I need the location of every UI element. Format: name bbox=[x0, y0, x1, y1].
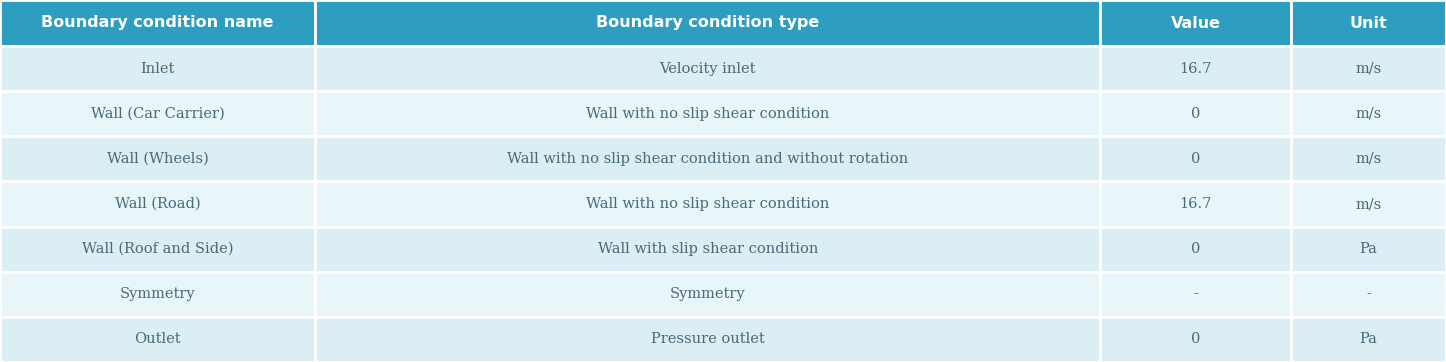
Bar bbox=[1291, 136, 1446, 181]
Text: Wall (Wheels): Wall (Wheels) bbox=[107, 152, 208, 166]
Bar bbox=[315, 317, 1100, 362]
Text: 0: 0 bbox=[1192, 107, 1200, 121]
Bar bbox=[1291, 91, 1446, 136]
Text: m/s: m/s bbox=[1355, 62, 1382, 76]
Text: Wall with no slip shear condition: Wall with no slip shear condition bbox=[586, 197, 830, 211]
Bar bbox=[1100, 317, 1291, 362]
Text: 0: 0 bbox=[1192, 242, 1200, 256]
Text: 0: 0 bbox=[1192, 332, 1200, 346]
Text: 16.7: 16.7 bbox=[1180, 62, 1212, 76]
Bar bbox=[1100, 181, 1291, 227]
Bar bbox=[315, 0, 1100, 46]
Text: Symmetry: Symmetry bbox=[120, 287, 195, 301]
Bar bbox=[1100, 272, 1291, 317]
Text: Wall (Road): Wall (Road) bbox=[114, 197, 201, 211]
Bar bbox=[315, 46, 1100, 91]
Text: Boundary condition name: Boundary condition name bbox=[42, 16, 273, 30]
Text: -: - bbox=[1193, 287, 1199, 301]
Bar bbox=[1291, 272, 1446, 317]
Text: Velocity inlet: Velocity inlet bbox=[659, 62, 756, 76]
Text: Wall with slip shear condition: Wall with slip shear condition bbox=[597, 242, 818, 256]
Bar bbox=[0, 136, 315, 181]
Bar bbox=[1291, 46, 1446, 91]
Bar bbox=[315, 181, 1100, 227]
Text: Wall with no slip shear condition and without rotation: Wall with no slip shear condition and wi… bbox=[508, 152, 908, 166]
Bar bbox=[1291, 317, 1446, 362]
Bar bbox=[1100, 227, 1291, 272]
Bar bbox=[315, 136, 1100, 181]
Bar bbox=[315, 272, 1100, 317]
Bar bbox=[1100, 136, 1291, 181]
Bar bbox=[1100, 46, 1291, 91]
Bar bbox=[1100, 91, 1291, 136]
Bar bbox=[1291, 227, 1446, 272]
Bar bbox=[0, 317, 315, 362]
Text: Wall with no slip shear condition: Wall with no slip shear condition bbox=[586, 107, 830, 121]
Bar bbox=[315, 91, 1100, 136]
Bar bbox=[0, 181, 315, 227]
Text: m/s: m/s bbox=[1355, 197, 1382, 211]
Bar bbox=[315, 227, 1100, 272]
Text: m/s: m/s bbox=[1355, 107, 1382, 121]
Bar bbox=[1291, 0, 1446, 46]
Text: Inlet: Inlet bbox=[140, 62, 175, 76]
Text: m/s: m/s bbox=[1355, 152, 1382, 166]
Text: Pressure outlet: Pressure outlet bbox=[651, 332, 765, 346]
Bar bbox=[0, 272, 315, 317]
Text: Symmetry: Symmetry bbox=[669, 287, 746, 301]
Text: Pa: Pa bbox=[1359, 242, 1378, 256]
Text: Value: Value bbox=[1171, 16, 1220, 30]
Bar bbox=[1100, 0, 1291, 46]
Bar bbox=[0, 0, 315, 46]
Text: Pa: Pa bbox=[1359, 332, 1378, 346]
Text: Boundary condition type: Boundary condition type bbox=[596, 16, 820, 30]
Bar bbox=[0, 91, 315, 136]
Text: Unit: Unit bbox=[1349, 16, 1388, 30]
Bar bbox=[0, 46, 315, 91]
Text: -: - bbox=[1366, 287, 1371, 301]
Text: 16.7: 16.7 bbox=[1180, 197, 1212, 211]
Bar bbox=[1291, 181, 1446, 227]
Text: Outlet: Outlet bbox=[134, 332, 181, 346]
Text: Wall (Car Carrier): Wall (Car Carrier) bbox=[91, 107, 224, 121]
Bar bbox=[0, 227, 315, 272]
Text: 0: 0 bbox=[1192, 152, 1200, 166]
Text: Wall (Roof and Side): Wall (Roof and Side) bbox=[82, 242, 233, 256]
